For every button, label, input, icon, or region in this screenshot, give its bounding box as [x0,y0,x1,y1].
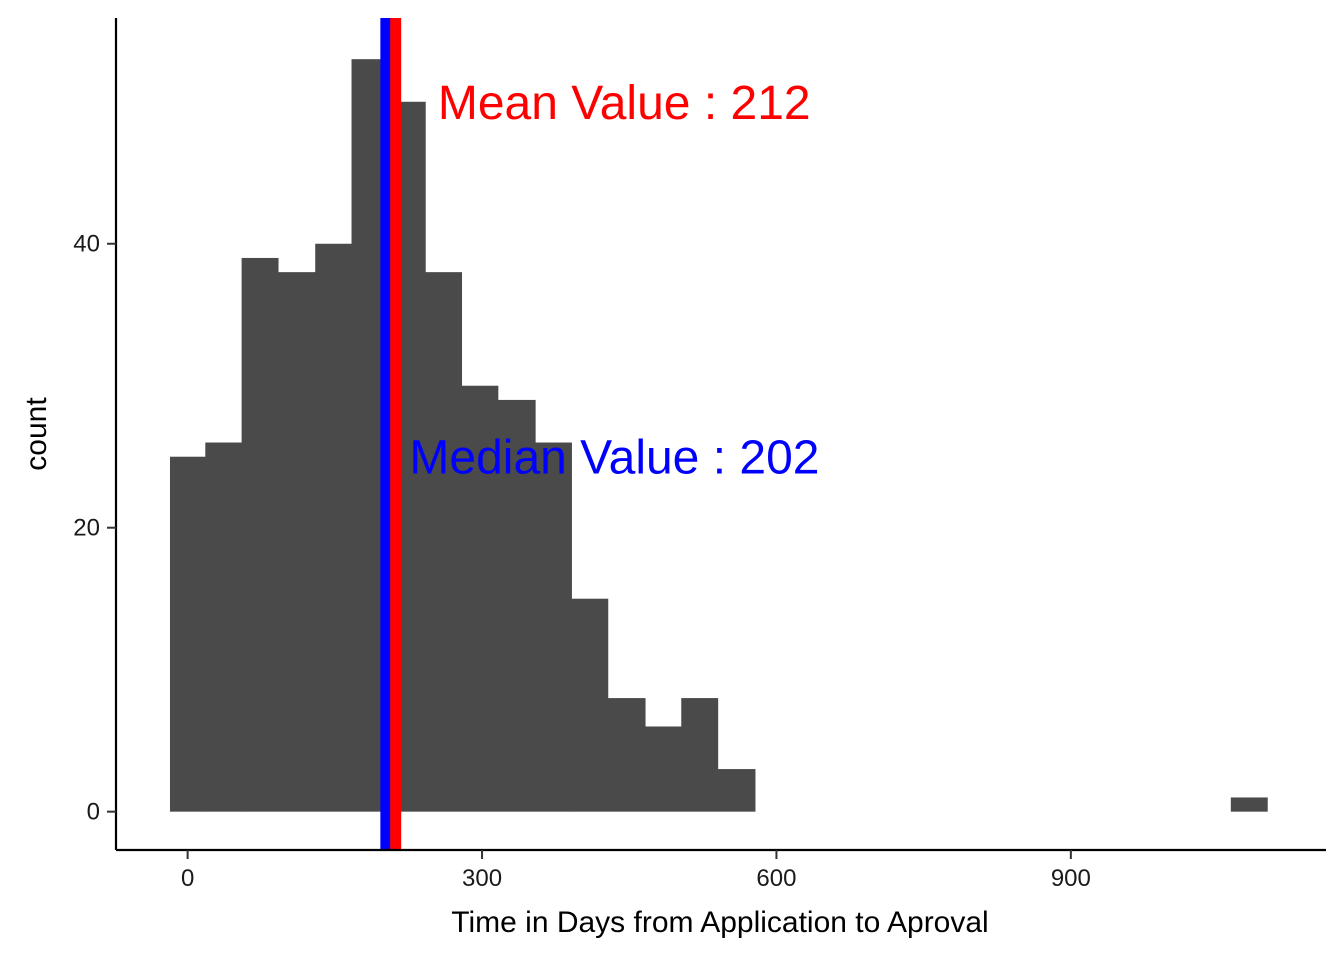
histogram-bar [1230,797,1268,812]
histogram-bar [169,456,206,812]
histogram-bar [205,442,243,812]
histogram-bar [497,399,536,812]
histogram-bar [535,442,572,812]
histogram-bar [241,257,279,812]
histogram-bar [681,698,719,812]
annotation-label: Median Value : 202 [409,432,819,485]
y-tick-label: 20 [73,515,100,542]
reference-lines [380,18,402,850]
y-axis-title: count [20,397,53,471]
y-axis-ticks: 0 20 40 [73,231,116,826]
histogram-bar [571,598,609,812]
x-axis-ticks: 0 300 600 900 [181,850,1091,892]
y-tick-label: 40 [73,231,100,258]
x-tick-label: 600 [756,865,796,892]
x-tick-label: 300 [462,865,502,892]
histogram-bar [425,272,463,812]
annotation-label: Mean Value : 212 [438,77,811,130]
histogram-bar [315,243,353,812]
x-tick-label: 0 [181,865,194,892]
histogram-bar [461,385,499,812]
y-tick-label: 0 [87,799,100,826]
histogram-bar [607,698,646,812]
histogram-bar [277,272,316,812]
x-axis-title: Time in Days from Application to Aproval [451,906,988,939]
x-tick-label: 900 [1051,865,1091,892]
histogram-bar [644,726,682,812]
histogram-bar [717,769,756,812]
annotations: Mean Value : 212 Median Value : 202 [409,77,819,485]
